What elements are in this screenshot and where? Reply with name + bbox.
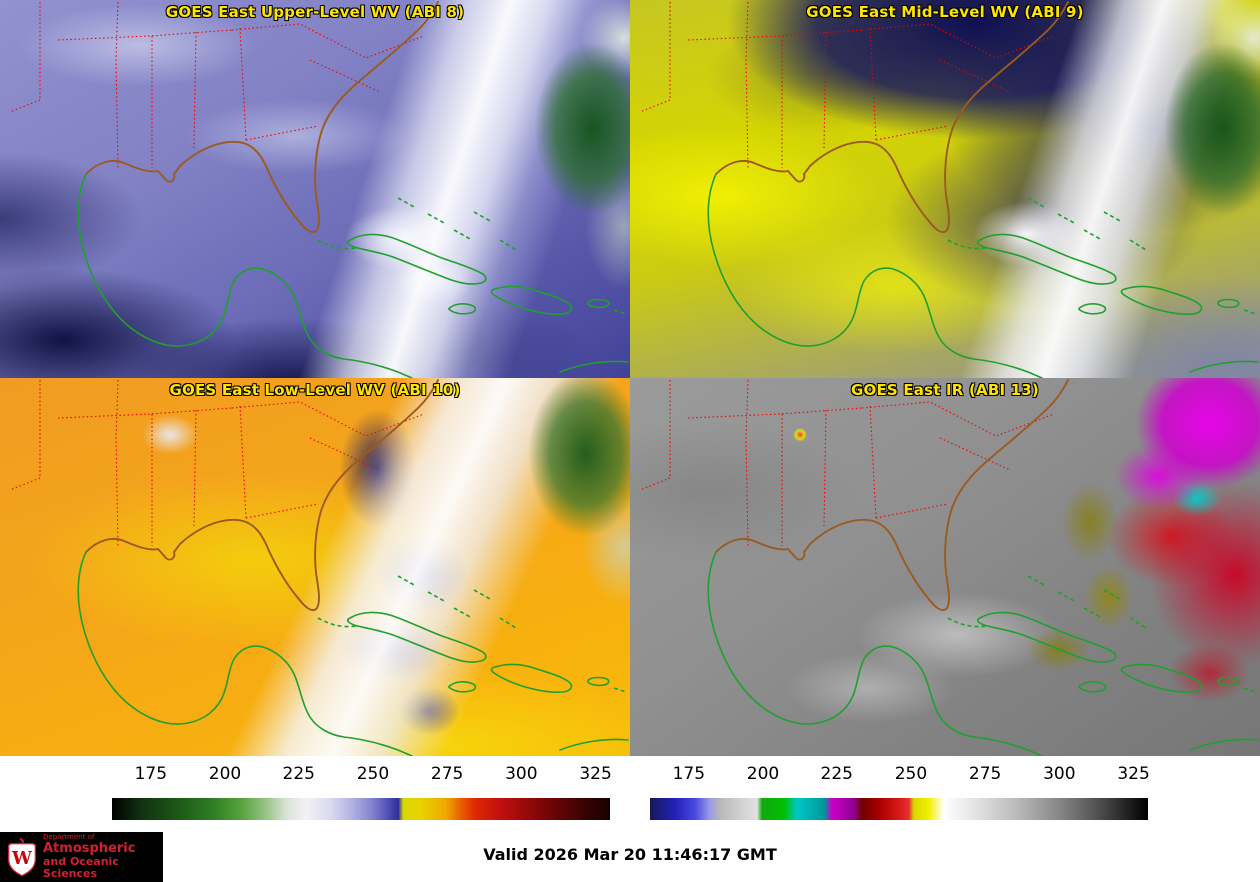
legend-strip: 175 200 225 250 275 300 325 175 200 225 … bbox=[0, 756, 1260, 832]
tick-label: 200 bbox=[208, 764, 242, 784]
tick-label: 275 bbox=[968, 764, 1002, 784]
ir-colorbar-ticks: 175 200 225 250 275 300 325 bbox=[650, 764, 1150, 788]
panel-grid: GOES East Upper-Level WV (ABI 8) GOES Ea… bbox=[0, 0, 1260, 756]
svg-text:W: W bbox=[11, 848, 33, 869]
panel-title-low-wv: GOES East Low-Level WV (ABI 10) bbox=[169, 381, 461, 399]
panel-title-mid-wv: GOES East Mid-Level WV (ABI 9) bbox=[806, 3, 1084, 21]
logo-name-line1: Atmospheric bbox=[43, 840, 136, 856]
footer: W Department of Atmospheric and Oceanic … bbox=[0, 832, 1260, 882]
basemap-overlay bbox=[9, 1, 629, 378]
tick-label: 250 bbox=[356, 764, 390, 784]
uw-crest-icon: W bbox=[8, 837, 36, 877]
wv-colorbar bbox=[112, 798, 610, 820]
tick-label: 175 bbox=[672, 764, 706, 784]
tick-label: 325 bbox=[1117, 764, 1150, 784]
panel-low-level-wv: GOES East Low-Level WV (ABI 10) bbox=[0, 378, 630, 756]
panel-title-upper-wv: GOES East Upper-Level WV (ABI 8) bbox=[165, 3, 465, 21]
basemap-overlay bbox=[639, 1, 1259, 378]
tick-label: 300 bbox=[1043, 764, 1076, 784]
basemap-overlay bbox=[639, 379, 1259, 756]
tick-label: 200 bbox=[746, 764, 780, 784]
panel-ir: GOES East IR (ABI 13) bbox=[630, 378, 1260, 756]
logo-text: Department of Atmospheric and Oceanic Sc… bbox=[43, 834, 157, 879]
tick-label: 250 bbox=[894, 764, 928, 784]
basemap-overlay bbox=[9, 379, 629, 756]
panel-title-ir: GOES East IR (ABI 13) bbox=[850, 381, 1039, 399]
wv-colorbar-ticks: 175 200 225 250 275 300 325 bbox=[112, 764, 612, 788]
ir-colorbar bbox=[650, 798, 1148, 820]
logo-dept-line: Department of bbox=[43, 833, 95, 842]
tick-label: 300 bbox=[505, 764, 538, 784]
uw-aos-logo: W Department of Atmospheric and Oceanic … bbox=[0, 832, 163, 882]
tick-label: 325 bbox=[579, 764, 612, 784]
tick-label: 225 bbox=[282, 764, 315, 784]
panel-mid-level-wv: GOES East Mid-Level WV (ABI 9) bbox=[630, 0, 1260, 378]
valid-time-label: Valid 2026 Mar 20 11:46:17 GMT bbox=[483, 845, 777, 864]
tick-label: 225 bbox=[820, 764, 853, 784]
tick-label: 175 bbox=[134, 764, 168, 784]
panel-upper-level-wv: GOES East Upper-Level WV (ABI 8) bbox=[0, 0, 630, 378]
logo-name-line2: and Oceanic Sciences bbox=[43, 854, 119, 880]
tick-label: 275 bbox=[430, 764, 464, 784]
